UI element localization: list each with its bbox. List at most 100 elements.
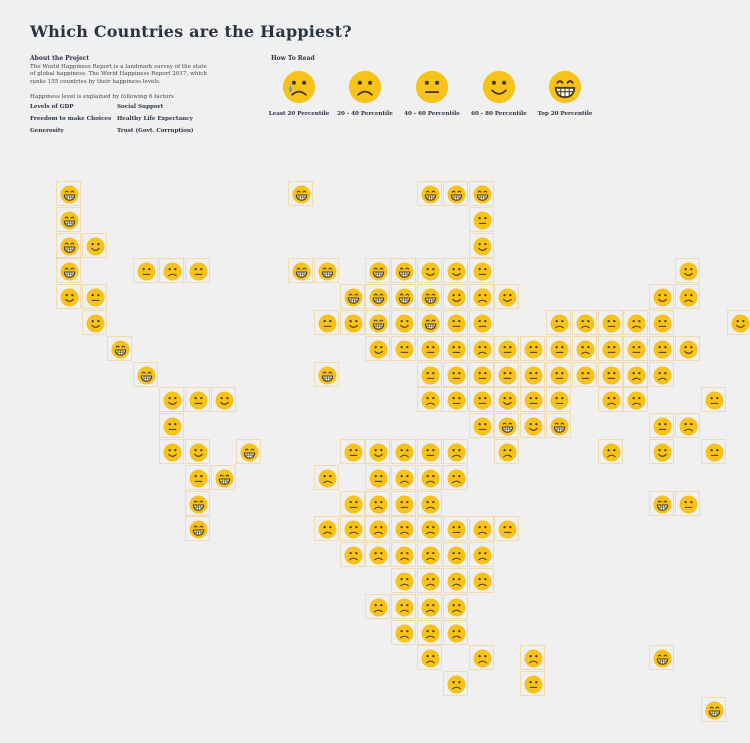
country-cell[interactable] — [649, 310, 674, 335]
country-cell[interactable] — [159, 439, 184, 464]
country-cell[interactable] — [417, 181, 442, 206]
country-cell[interactable] — [469, 181, 494, 206]
country-cell[interactable] — [649, 439, 674, 464]
country-cell[interactable] — [340, 439, 365, 464]
country-cell[interactable] — [185, 439, 210, 464]
country-cell[interactable] — [494, 439, 519, 464]
country-cell[interactable] — [443, 594, 468, 619]
country-cell[interactable] — [598, 310, 623, 335]
country-cell[interactable] — [365, 516, 390, 541]
country-cell[interactable] — [417, 620, 442, 645]
country-cell[interactable] — [288, 258, 313, 283]
country-cell[interactable] — [546, 413, 571, 438]
country-cell[interactable] — [82, 284, 107, 309]
country-cell[interactable] — [623, 362, 648, 387]
country-cell[interactable] — [236, 439, 261, 464]
country-cell[interactable] — [365, 258, 390, 283]
country-cell[interactable] — [520, 336, 545, 361]
country-cell[interactable] — [340, 542, 365, 567]
country-cell[interactable] — [56, 258, 81, 283]
country-cell[interactable] — [649, 645, 674, 670]
country-cell[interactable] — [417, 284, 442, 309]
country-cell[interactable] — [546, 387, 571, 412]
country-cell[interactable] — [340, 310, 365, 335]
country-cell[interactable] — [391, 465, 416, 490]
country-cell[interactable] — [675, 413, 700, 438]
country-cell[interactable] — [598, 362, 623, 387]
country-cell[interactable] — [443, 542, 468, 567]
country-cell[interactable] — [469, 310, 494, 335]
country-cell[interactable] — [365, 542, 390, 567]
country-cell[interactable] — [675, 491, 700, 516]
country-cell[interactable] — [159, 413, 184, 438]
country-cell[interactable] — [391, 620, 416, 645]
country-cell[interactable] — [443, 516, 468, 541]
country-cell[interactable] — [417, 362, 442, 387]
country-cell[interactable] — [649, 336, 674, 361]
country-cell[interactable] — [546, 336, 571, 361]
country-cell[interactable] — [159, 387, 184, 412]
country-cell[interactable] — [494, 284, 519, 309]
country-cell[interactable] — [417, 594, 442, 619]
country-cell[interactable] — [56, 284, 81, 309]
country-cell[interactable] — [365, 465, 390, 490]
country-cell[interactable] — [417, 516, 442, 541]
country-cell[interactable] — [469, 387, 494, 412]
country-cell[interactable] — [133, 258, 158, 283]
country-cell[interactable] — [417, 336, 442, 361]
country-cell[interactable] — [314, 362, 339, 387]
country-cell[interactable] — [443, 439, 468, 464]
country-cell[interactable] — [443, 336, 468, 361]
country-cell[interactable] — [546, 362, 571, 387]
country-cell[interactable] — [494, 516, 519, 541]
country-cell[interactable] — [159, 258, 184, 283]
country-cell[interactable] — [82, 233, 107, 258]
country-cell[interactable] — [314, 465, 339, 490]
country-cell[interactable] — [56, 233, 81, 258]
country-cell[interactable] — [211, 465, 236, 490]
country-cell[interactable] — [494, 362, 519, 387]
country-cell[interactable] — [443, 362, 468, 387]
country-cell[interactable] — [546, 310, 571, 335]
country-cell[interactable] — [417, 258, 442, 283]
country-cell[interactable] — [417, 491, 442, 516]
country-cell[interactable] — [520, 645, 545, 670]
country-cell[interactable] — [314, 516, 339, 541]
country-cell[interactable] — [649, 284, 674, 309]
country-cell[interactable] — [391, 491, 416, 516]
country-cell[interactable] — [417, 542, 442, 567]
country-cell[interactable] — [443, 568, 468, 593]
country-cell[interactable] — [469, 284, 494, 309]
country-cell[interactable] — [133, 362, 158, 387]
country-cell[interactable] — [649, 491, 674, 516]
country-cell[interactable] — [82, 310, 107, 335]
country-cell[interactable] — [649, 413, 674, 438]
country-cell[interactable] — [469, 336, 494, 361]
country-cell[interactable] — [469, 516, 494, 541]
country-cell[interactable] — [365, 284, 390, 309]
country-cell[interactable] — [391, 284, 416, 309]
country-cell[interactable] — [211, 387, 236, 412]
country-cell[interactable] — [701, 439, 726, 464]
country-cell[interactable] — [727, 310, 750, 335]
country-cell[interactable] — [469, 233, 494, 258]
country-cell[interactable] — [598, 387, 623, 412]
country-cell[interactable] — [288, 181, 313, 206]
country-cell[interactable] — [314, 258, 339, 283]
country-cell[interactable] — [185, 387, 210, 412]
country-cell[interactable] — [469, 542, 494, 567]
country-cell[interactable] — [56, 207, 81, 232]
country-cell[interactable] — [185, 491, 210, 516]
country-cell[interactable] — [675, 336, 700, 361]
country-cell[interactable] — [314, 310, 339, 335]
country-cell[interactable] — [365, 336, 390, 361]
country-cell[interactable] — [340, 491, 365, 516]
country-cell[interactable] — [56, 181, 81, 206]
country-cell[interactable] — [675, 284, 700, 309]
country-cell[interactable] — [391, 310, 416, 335]
country-cell[interactable] — [185, 516, 210, 541]
country-cell[interactable] — [365, 491, 390, 516]
country-cell[interactable] — [623, 387, 648, 412]
country-cell[interactable] — [701, 697, 726, 722]
country-cell[interactable] — [443, 310, 468, 335]
